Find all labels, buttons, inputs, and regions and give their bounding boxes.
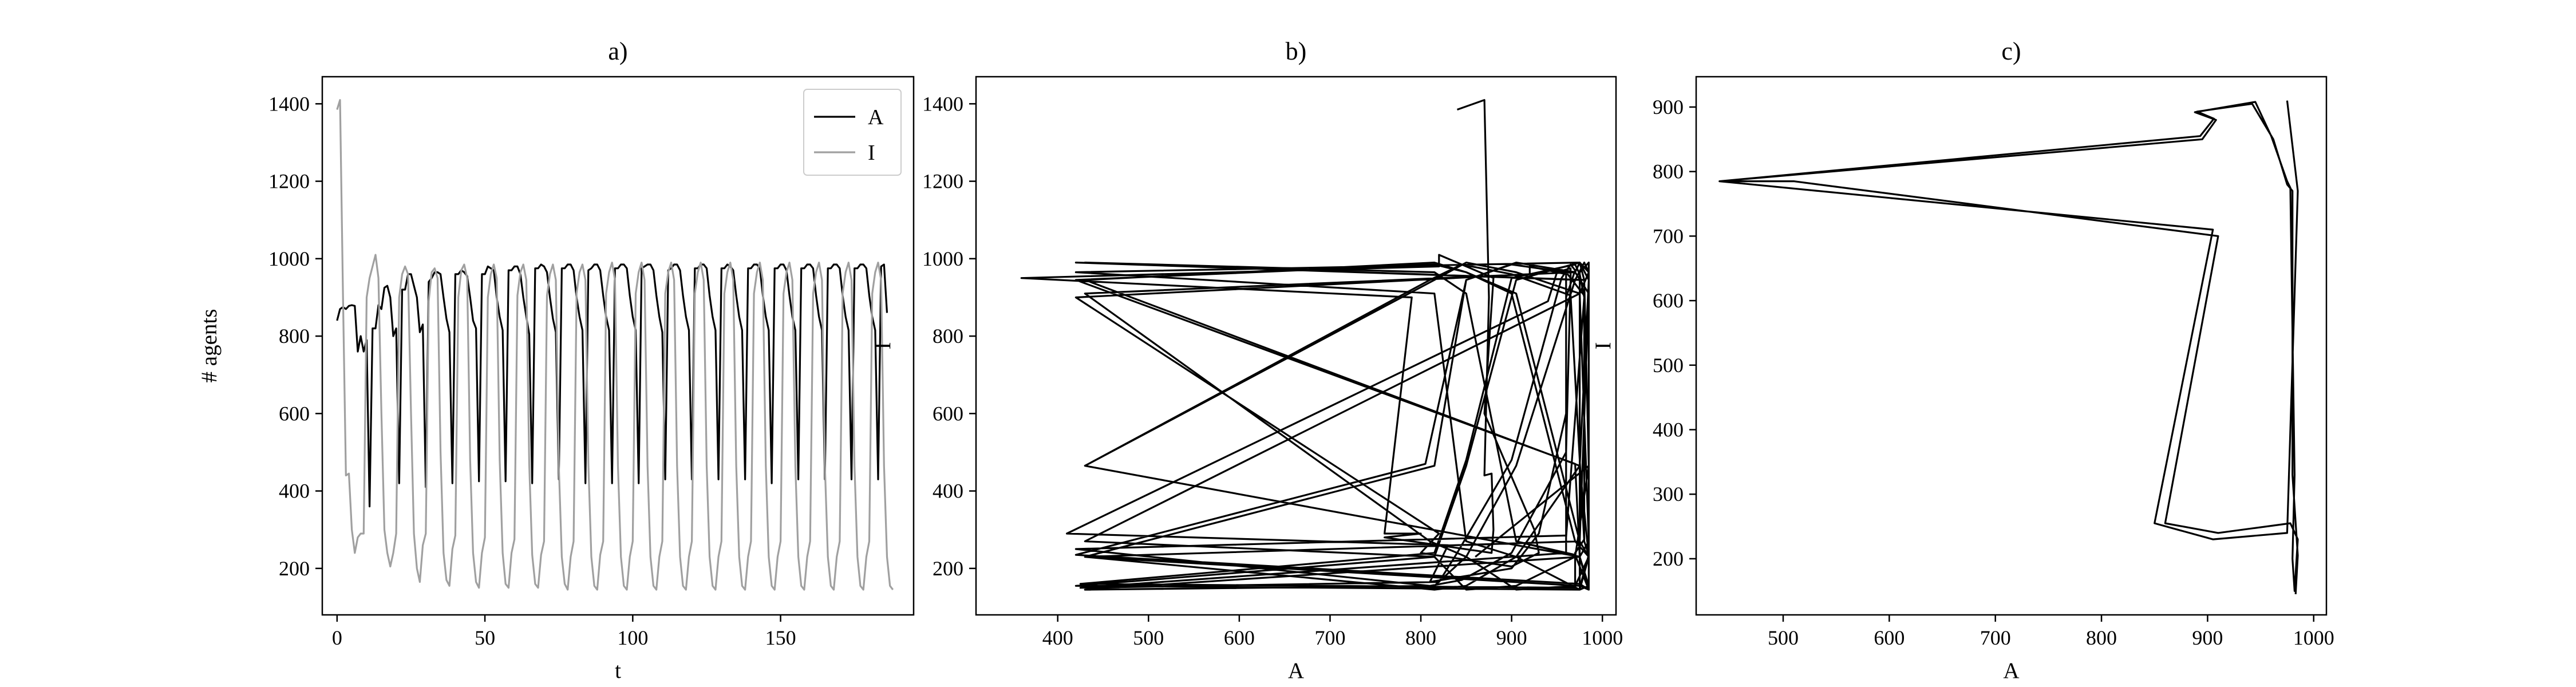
x-tick-label: 700 [1980, 626, 2011, 649]
x-tick-label: 600 [1874, 626, 1905, 649]
y-tick-label: 1200 [268, 170, 310, 193]
legend-label-A: A [868, 105, 884, 129]
x-tick-label: 900 [1496, 626, 1527, 649]
y-tick-label: 900 [1653, 96, 1684, 119]
axes-frame [321, 76, 915, 616]
legend-label-I: I [868, 141, 875, 165]
axes-frame [975, 76, 1617, 616]
y-tick-label: 1200 [922, 170, 963, 193]
x-axis-label: t [615, 658, 621, 683]
y-tick-label: 400 [933, 480, 963, 503]
legend-box [803, 89, 902, 176]
x-tick-label: 150 [765, 626, 796, 649]
y-tick-label: 800 [933, 325, 963, 348]
axes-frame [1695, 76, 2328, 616]
x-tick-label: 700 [1314, 626, 1345, 649]
x-axis-label: A [2003, 658, 2019, 683]
y-axis-label: I [871, 342, 895, 350]
y-tick-label: 800 [1653, 160, 1684, 183]
panel-a: 0 50 100 150 200 400 600 800 1000 1200 1400 a) t # ag… [197, 37, 915, 683]
y-tick-label: 200 [933, 557, 963, 580]
trajectory-line [1020, 99, 1590, 591]
y-tick-label: 800 [279, 325, 310, 348]
x-tick-label: 800 [2086, 626, 2117, 649]
x-tick-label: 500 [1133, 626, 1164, 649]
y-tick-label: 400 [1653, 418, 1684, 441]
x-tick-label: 100 [617, 626, 648, 649]
y-tick-label: 500 [1653, 354, 1684, 377]
legend: AI [803, 89, 902, 176]
y-axis-label: # agents [197, 309, 222, 383]
y-tick-label: 600 [933, 402, 963, 425]
x-tick-label: 400 [1042, 626, 1073, 649]
y-tick-label: 200 [279, 557, 310, 580]
x-tick-label: 800 [1405, 626, 1436, 649]
series-line-I [336, 99, 894, 591]
trajectory-line [1718, 100, 2299, 594]
y-tick-label: 300 [1653, 483, 1684, 506]
plot-area [1718, 100, 2299, 594]
y-tick-label: 200 [1653, 547, 1684, 570]
plot-area [1020, 99, 1590, 591]
panel-b: 400 500 600 700 800 900 1000 200 400 600 800 1000 12… [871, 37, 1623, 683]
y-tick-label: 600 [279, 402, 310, 425]
y-tick-label: 700 [1653, 224, 1684, 247]
panel-c: 500 600 700 800 900 1000 200 300 400 500 600 700 800… [1591, 37, 2334, 683]
y-tick-label: 1000 [268, 247, 310, 270]
y-tick-label: 1000 [922, 247, 963, 270]
y-tick-label: 1400 [922, 92, 963, 115]
y-tick-label: 400 [279, 480, 310, 503]
x-tick-label: 0 [332, 626, 342, 649]
x-tick-label: 1000 [2293, 626, 2334, 649]
x-tick-label: 1000 [1582, 626, 1623, 649]
x-axis-label: A [1288, 658, 1304, 683]
x-tick-label: 900 [2192, 626, 2223, 649]
panel-title: c) [2001, 37, 2021, 65]
y-axis-label: I [1591, 342, 1615, 350]
x-tick-label: 500 [1768, 626, 1799, 649]
x-tick-label: 50 [475, 626, 495, 649]
panel-title: b) [1286, 37, 1307, 65]
panel-title: a) [608, 37, 627, 65]
series-line-A [336, 263, 888, 508]
y-tick-label: 600 [1653, 289, 1684, 312]
y-tick-label: 1400 [268, 92, 310, 115]
x-tick-label: 600 [1224, 626, 1255, 649]
plot-area [336, 99, 894, 591]
